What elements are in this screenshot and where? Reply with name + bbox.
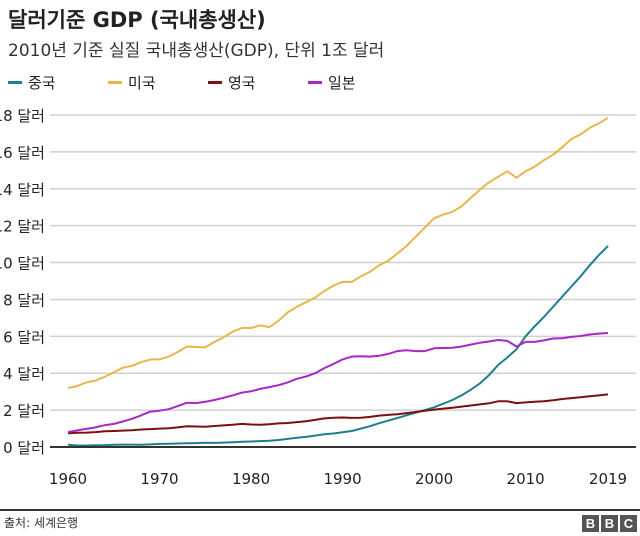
y-tick-label: 2 달러 [3,402,45,420]
y-tick-label: 6 달러 [3,328,45,346]
footer-divider [0,509,640,511]
y-tick-label: 0 달러 [3,439,45,457]
y-tick-label: 18 달러 [0,107,45,125]
y-tick-label: 4 달러 [3,365,45,383]
legend-item: 중국 [8,72,68,93]
legend: 중국 미국 영국 일본 [8,72,368,93]
x-tick-label: 1980 [232,470,270,488]
legend-item: 일본 [308,72,368,93]
legend-label: 일본 [328,74,356,92]
x-tick-label: 2019 [589,470,627,488]
y-tick-label: 10 달러 [0,255,45,273]
legend-item: 영국 [208,72,268,93]
y-tick-label: 8 달러 [3,291,45,309]
series-line-4 [67,332,609,434]
legend-swatch [108,81,122,84]
legend-swatch [208,81,222,84]
series-line-2 [67,116,609,389]
legend-item: 미국 [108,72,168,93]
line-chart: 0 달러 2 달러 4 달러 6 달러 8 달러 10 달러 12 달러 14 달러 16 달러… [0,107,636,488]
x-tick-label: 2000 [415,470,453,488]
x-tick-label: 1970 [140,470,178,488]
series-line-3 [67,393,609,435]
legend-swatch [308,81,322,84]
x-tick-label: 1960 [49,470,87,488]
y-tick-label: 14 달러 [0,181,45,199]
chart-title: 달러기준 GDP (국내총생산) [8,8,266,32]
y-tick-label: 12 달러 [0,218,45,236]
source-note: 출처: 세계은행 [4,516,79,530]
x-tick-label: 2010 [507,470,545,488]
chart-subtitle: 2010년 기준 실질 국내총생산(GDP), 단위 1조 달러 [8,41,385,61]
series-line-1 [67,245,609,447]
x-tick-label: 1990 [323,470,361,488]
legend-label: 중국 [28,74,56,92]
legend-swatch [8,81,22,84]
y-tick-label: 16 달러 [0,144,45,162]
legend-label: 영국 [228,74,256,92]
legend-label: 미국 [128,74,156,92]
